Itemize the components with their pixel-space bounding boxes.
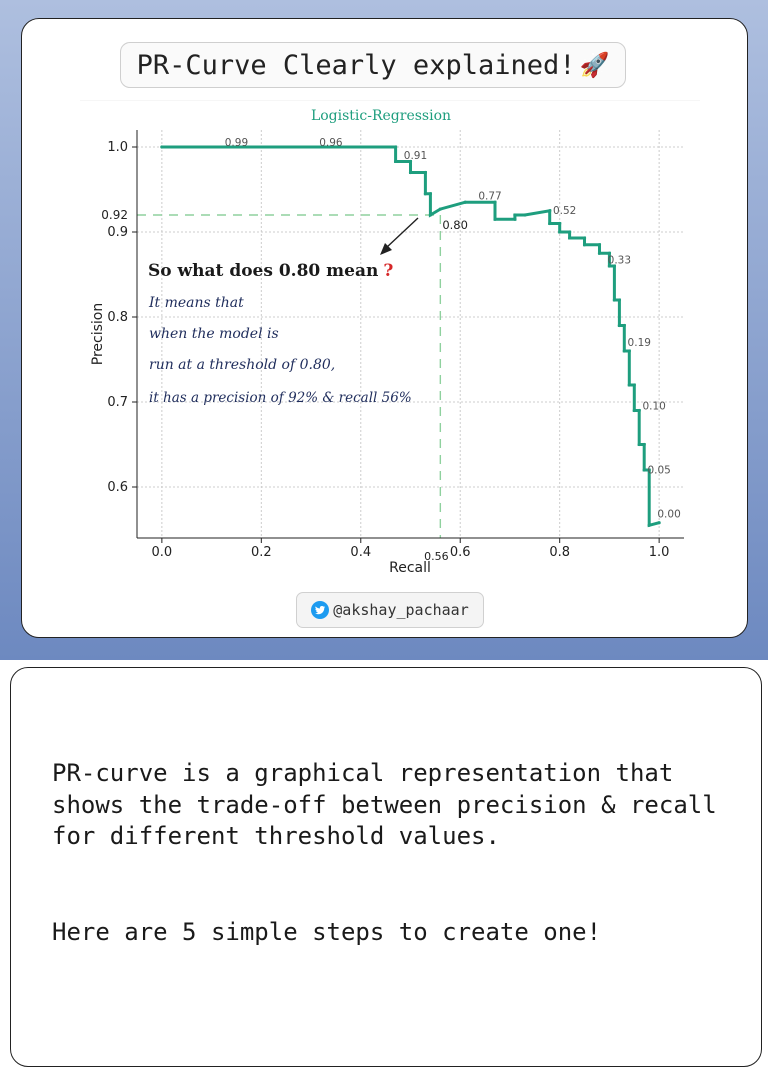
threshold-labels: 0.80 0.99 0.96 0.91 0.77 0.52 0.33 0.19 0.10 0.05…: [160, 137, 681, 527]
curve-point: [493, 217, 497, 221]
curve-point: [558, 221, 562, 226]
curve-point: [463, 200, 467, 204]
curve-point: [513, 213, 517, 217]
curve-point: [423, 170, 428, 175]
annotation-line-3: run at a threshold of 0.80,: [149, 357, 335, 373]
annotation-heading: So what does 0.80 mean?: [148, 261, 393, 281]
curve-point: [612, 298, 616, 302]
curve-point: [493, 200, 497, 204]
y-tick-label: 0.6: [107, 480, 128, 495]
annotation-line-1: It means that: [148, 295, 244, 311]
twitter-bird-icon: [311, 601, 330, 619]
curve-point: [160, 145, 164, 149]
curve-point: [423, 192, 428, 196]
curve-point: [607, 251, 612, 255]
x-axis-label: Recall: [389, 560, 431, 576]
y-axis-label: Precision: [90, 303, 106, 365]
x-tick-label: 0.4: [350, 545, 371, 560]
curve-point: [408, 170, 413, 175]
curve-point: [617, 298, 621, 302]
y-tick-label: 0.7: [107, 395, 128, 410]
curve-point: [627, 349, 631, 353]
threshold-label: 0.52: [553, 205, 576, 217]
curve-point: [632, 408, 636, 413]
curve-point: [568, 230, 572, 234]
steps-teaser: Here are 5 simple steps to create one!: [52, 918, 602, 946]
threshold-label: 0.19: [628, 337, 651, 349]
threshold-label: 0.99: [225, 137, 248, 149]
page-title: PR-Curve Clearly explained!: [136, 49, 576, 81]
highlight-threshold-label: 0.80: [442, 218, 468, 232]
highlight-recall-label: 0.56: [424, 550, 449, 563]
chart-title: Logistic-Regression: [311, 108, 451, 124]
y-tick-label: 1.0: [107, 140, 128, 155]
threshold-label: 0.77: [478, 191, 501, 203]
chart-axes: [132, 130, 684, 543]
intro-paragraph: PR-curve is a graphical representation t…: [52, 759, 717, 850]
x-tick-label: 1.0: [649, 545, 670, 560]
curve-point: [548, 221, 552, 226]
x-tick-label: 0.6: [450, 545, 471, 560]
annotation-question-mark: ?: [383, 261, 393, 281]
curve-point: [627, 383, 631, 387]
tick-labels: 0.0 0.2 0.4 0.6 0.8 1.0 0.6 0.7 0.8 0.9 1.0 0.92 0.5…: [101, 140, 669, 563]
text-card: [10, 667, 762, 1067]
annotation-heading-text: So what does 0.80 mean: [148, 261, 378, 281]
threshold-label: 0.91: [404, 150, 427, 162]
y-tick-label: 0.9: [107, 225, 128, 240]
annotation-line-2: when the model is: [149, 326, 279, 342]
curve-point: [428, 213, 432, 217]
curve-point: [657, 521, 661, 525]
curve-point: [612, 264, 616, 268]
curve-point: [558, 230, 562, 234]
curve-point: [632, 383, 636, 387]
annotation-block: So what does 0.80 mean? It means that wh…: [148, 217, 419, 406]
x-tick-label: 0.0: [152, 545, 173, 560]
curve-point: [637, 442, 641, 447]
curve-point: [428, 192, 432, 196]
rocket-icon: 🚀: [579, 51, 610, 79]
title-pill: PR-Curve Clearly explained! 🚀: [120, 42, 626, 88]
curve-point: [622, 323, 626, 328]
handle-text: @akshay_pachaar: [333, 601, 469, 619]
curve-point: [597, 251, 602, 255]
curve-point: [637, 408, 641, 413]
curve-point: [438, 207, 442, 211]
y-tick-label: 0.8: [107, 310, 128, 325]
curve-point: [647, 523, 651, 527]
annotation-arrow-line: [385, 217, 419, 249]
curve-point: [647, 468, 651, 472]
threshold-label: 0.00: [657, 508, 680, 520]
curve-point: [597, 243, 602, 247]
annotation-line-4: it has a precision of 92% & recall 56%: [149, 390, 412, 406]
x-tick-label: 0.2: [251, 545, 272, 560]
highlight-precision-label: 0.92: [101, 208, 128, 222]
threshold-label: 0.05: [647, 464, 670, 476]
curve-point: [642, 442, 646, 447]
threshold-label: 0.96: [319, 137, 343, 149]
curve-point: [582, 243, 587, 247]
pr-curve-chart: Logistic-Regression 0.80 0.99 0.96 0.91 0.77…: [80, 100, 700, 576]
curve-point: [513, 217, 517, 221]
annotation-arrow-head: [380, 243, 392, 255]
author-handle[interactable]: @akshay_pachaar: [296, 592, 484, 628]
curve-point: [523, 213, 527, 217]
curve-point: [408, 159, 413, 164]
x-tick-label: 0.8: [549, 545, 570, 560]
chart-card: [21, 18, 748, 638]
curve-point: [393, 145, 398, 149]
curve-point: [393, 159, 398, 164]
curve-point: [582, 236, 587, 240]
curve-point: [607, 264, 612, 268]
threshold-label: 0.10: [642, 401, 665, 413]
curve-point: [568, 236, 572, 240]
curve-point: [617, 323, 621, 328]
curve-point: [548, 209, 552, 213]
curve-point: [642, 468, 646, 472]
chart-grid: [137, 130, 684, 538]
threshold-guides: [137, 214, 442, 538]
threshold-label: 0.33: [608, 254, 631, 266]
curve-point: [622, 349, 626, 353]
